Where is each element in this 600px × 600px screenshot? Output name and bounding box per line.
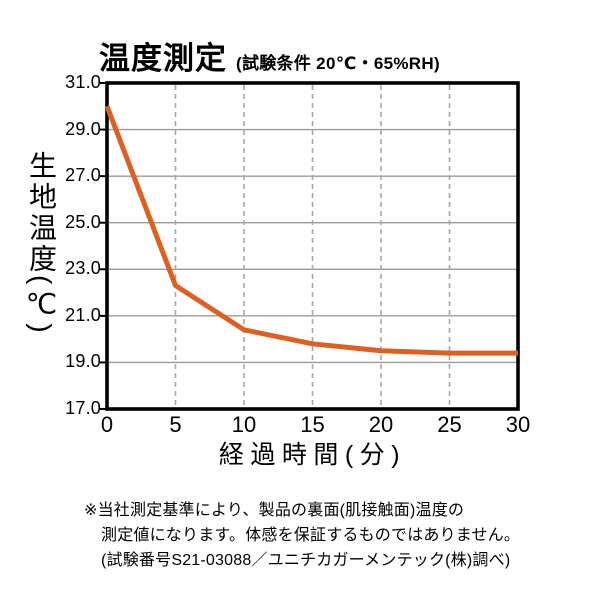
x-tick-label: 20 <box>368 412 394 437</box>
footnote-line-3: (試験番号S21-03088／ユニチカガーメンテック(株)調べ) <box>101 552 511 569</box>
y-tick-label: 21.0 <box>65 304 101 325</box>
chart-header: 温度測定 (試験条件 20℃・65%RH) <box>99 33 440 78</box>
x-tick-label: 25 <box>437 412 462 437</box>
x-tick-label: 0 <box>100 412 114 437</box>
x-tick-label: 5 <box>169 412 182 437</box>
x-tick-label: 30 <box>505 412 531 437</box>
footnote: ※当社測定基準により、製品の裏面(肌接触面)温度の 測定値になります。体感を保証… <box>84 498 520 573</box>
y-tick-label: 19.0 <box>65 351 101 372</box>
y-tick-label: 23.0 <box>65 258 101 279</box>
x-tick-label: 10 <box>231 412 257 437</box>
chart-title: 温度測定 <box>99 41 227 76</box>
x-tick-label: 15 <box>300 412 325 437</box>
y-tick-label: 27.0 <box>65 165 101 186</box>
y-tick-label: 31.0 <box>65 72 101 92</box>
footnote-line-1: ※当社測定基準により、製品の裏面(肌接触面)温度の <box>84 502 465 519</box>
chart-subtitle: (試験条件 20℃・65%RH) <box>236 54 440 73</box>
temperature-line <box>104 105 518 356</box>
y-axis-label: 生地温度(℃) <box>26 151 57 336</box>
y-tick-label: 17.0 <box>65 398 101 418</box>
y-tick-label: 29.0 <box>65 118 101 139</box>
temperature-line-chart <box>100 81 520 411</box>
plot-frame <box>105 81 520 411</box>
x-axis-label: 経過時間(分) <box>218 441 407 469</box>
y-tick-label: 25.0 <box>65 211 101 232</box>
footnote-line-2: 測定値になります。体感を保証するものではありません。 <box>101 527 521 544</box>
